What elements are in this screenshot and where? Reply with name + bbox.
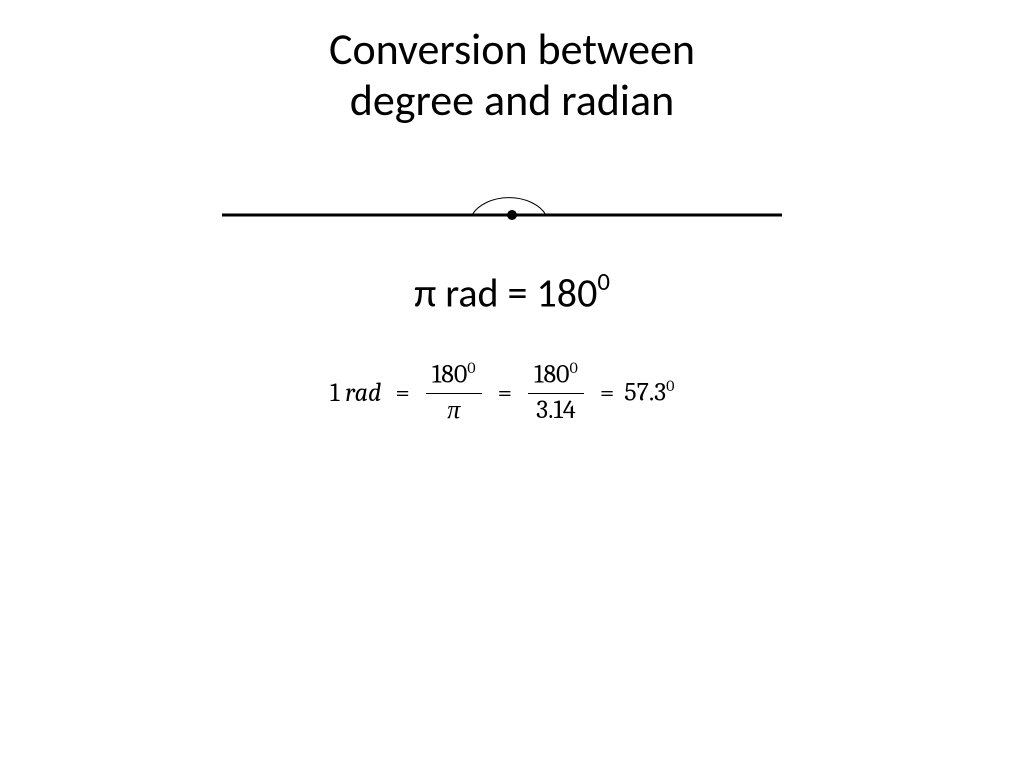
equation1-base: π rad = 180 [414, 268, 597, 317]
title-line-2: degree and radian [350, 73, 674, 127]
eq2-frac2-den: 3.14 [530, 396, 582, 426]
eq2-eq2: = [498, 380, 512, 406]
eq2-frac1: 1800 π [426, 360, 482, 425]
eq2-frac2: 1800 3.14 [528, 360, 584, 425]
eq2-frac1-bar [426, 393, 482, 394]
eq2-frac1-num: 1800 [426, 360, 482, 391]
eq2-frac1-num-sup: 0 [467, 359, 475, 378]
eq2-eq1: = [395, 380, 409, 406]
diagram-vertex-dot [507, 210, 517, 220]
eq2-rhs: 57.30 [624, 379, 674, 406]
eq2-frac2-num-sup: 0 [570, 359, 578, 378]
straight-angle-diagram [222, 165, 782, 235]
eq2-frac1-num-base: 180 [432, 360, 467, 390]
eq2-rhs-sup: 0 [666, 377, 674, 396]
eq2-rhs-base: 57.3 [624, 378, 666, 408]
eq2-lhs-value: 1 [330, 378, 339, 408]
eq2-frac2-bar [528, 393, 584, 394]
eq2-lhs-unit: rad [345, 378, 381, 408]
eq2-frac1-den: π [441, 396, 466, 426]
eq2-frac2-num-base: 180 [534, 360, 569, 390]
eq2-frac2-num: 1800 [528, 360, 584, 391]
slide: Conversion between degree and radian π r… [0, 0, 1024, 768]
eq2-lhs: 1 rad [330, 380, 381, 406]
title-line-1: Conversion between [329, 22, 695, 76]
equation-1rad-value: 1 rad = 1800 π = 1800 3.14 = 57.30 [330, 360, 675, 425]
slide-title: Conversion between degree and radian [0, 24, 1024, 125]
equation-pi-rad-180: π rad = 1800 [0, 268, 1024, 317]
equation1-superscript: 0 [597, 266, 610, 297]
eq2-eq3: = [600, 380, 614, 406]
